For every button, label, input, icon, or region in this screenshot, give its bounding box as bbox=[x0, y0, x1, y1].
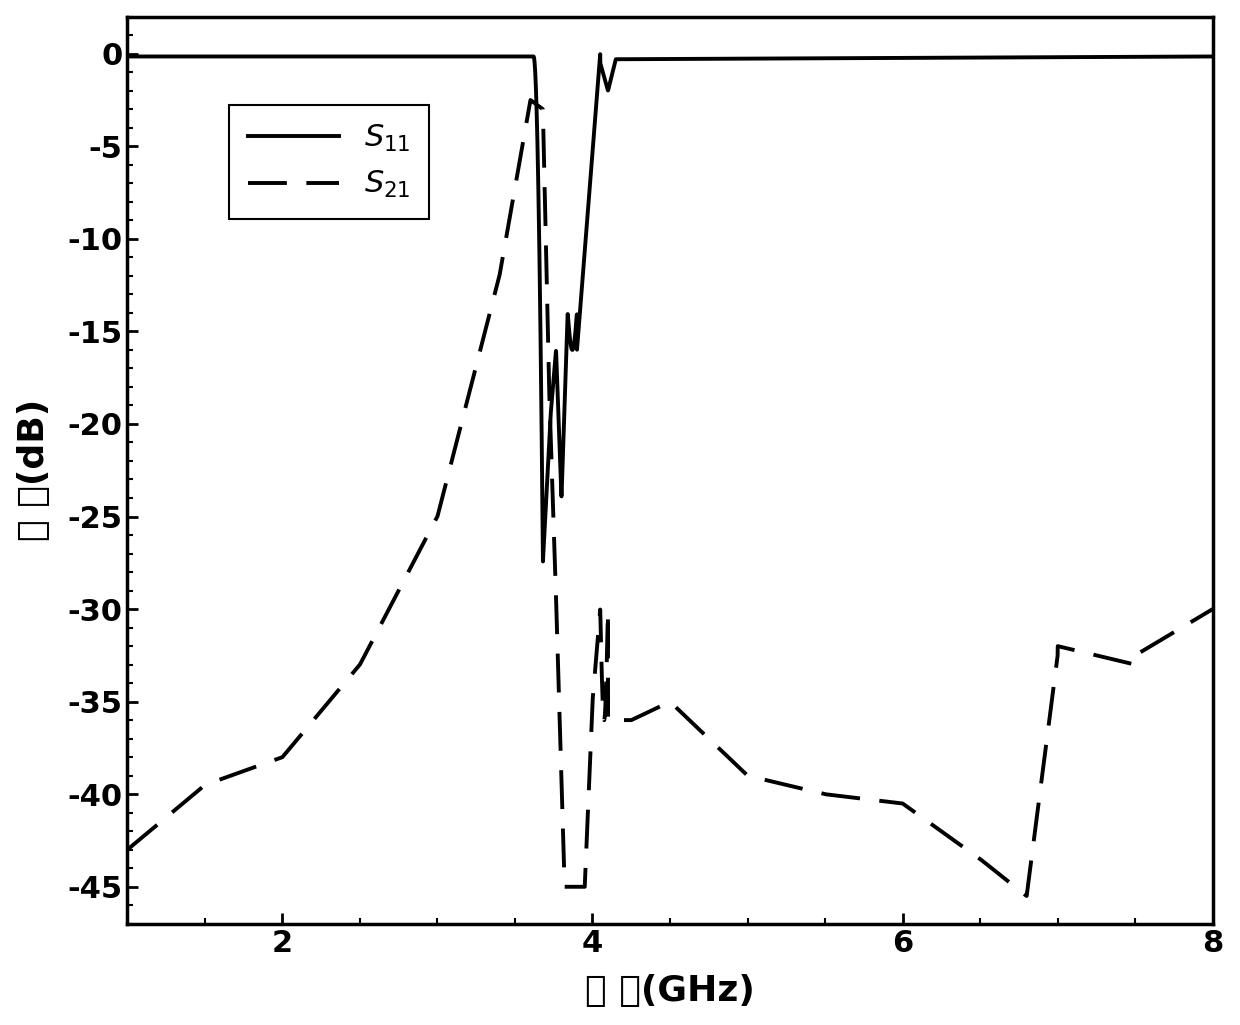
$S_{21}$ bbox=[763, 775, 777, 787]
$S_{21}$ bbox=[120, 844, 135, 856]
Y-axis label: 幅 度(dB): 幅 度(dB) bbox=[16, 399, 51, 541]
$S_{11}$ bbox=[175, 50, 190, 63]
$S_{11}$ bbox=[925, 51, 940, 64]
X-axis label: 频 率(GHz): 频 率(GHz) bbox=[585, 975, 755, 1009]
$S_{11}$ bbox=[983, 51, 998, 64]
$S_{21}$ bbox=[810, 786, 825, 798]
Line: $S_{11}$: $S_{11}$ bbox=[128, 54, 1213, 562]
Line: $S_{21}$: $S_{21}$ bbox=[128, 100, 1213, 896]
$S_{11}$ bbox=[810, 52, 825, 65]
$S_{21}$ bbox=[1205, 603, 1220, 615]
Legend: $S_{11}$, $S_{21}$: $S_{11}$, $S_{21}$ bbox=[229, 105, 429, 218]
$S_{21}$ bbox=[513, 152, 528, 164]
$S_{11}$ bbox=[593, 48, 608, 60]
$S_{11}$ bbox=[763, 52, 777, 65]
$S_{21}$ bbox=[982, 861, 997, 873]
$S_{11}$ bbox=[513, 50, 528, 63]
$S_{21}$ bbox=[925, 818, 940, 830]
$S_{21}$ bbox=[175, 798, 190, 811]
$S_{21}$ bbox=[1019, 890, 1034, 902]
$S_{11}$ bbox=[120, 50, 135, 63]
$S_{11}$ bbox=[1205, 50, 1220, 63]
$S_{11}$ bbox=[536, 556, 551, 568]
$S_{21}$ bbox=[523, 94, 538, 107]
